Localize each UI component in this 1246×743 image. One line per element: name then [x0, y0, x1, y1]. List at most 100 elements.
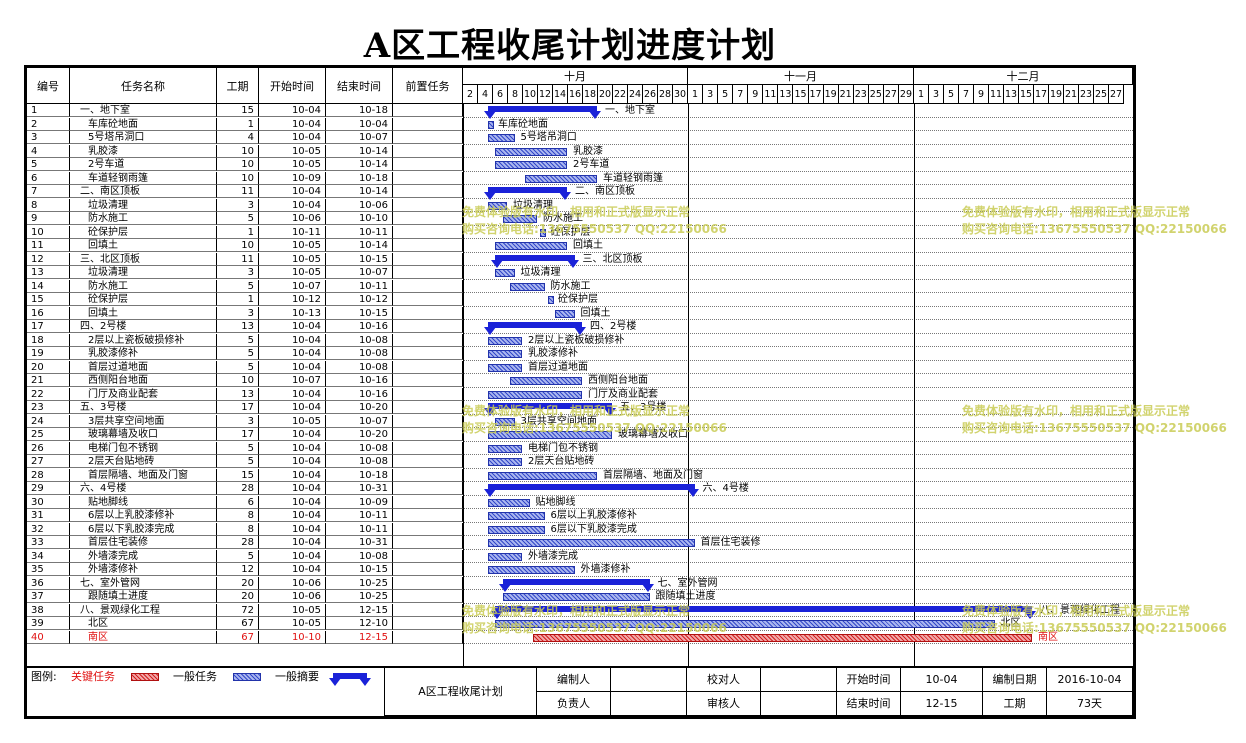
task-bar[interactable]	[502, 593, 650, 601]
table-row[interactable]: 25 玻璃幕墙及收口 17 10-04 10-20	[0, 428, 1106, 441]
cell-id[interactable]: 14	[27, 279, 70, 293]
cell-name[interactable]: 垃圾清理	[70, 198, 217, 212]
table-row[interactable]: 5 2号车道 10 10-05 10-14	[0, 158, 1106, 171]
table-row[interactable]: 7 二、南区顶板 11 10-04 10-14	[0, 185, 1106, 198]
cell-dur[interactable]: 20	[217, 590, 259, 603]
cell-start[interactable]: 10-04	[259, 401, 326, 414]
cell-dur[interactable]: 10	[217, 144, 259, 158]
cell-pred[interactable]	[393, 536, 463, 549]
table-row[interactable]: 34 外墙漆完成 5 10-04 10-08	[0, 549, 1106, 563]
cell-end[interactable]: 10-09	[326, 495, 393, 509]
table-row[interactable]: 40 南区 67 10-10 12-15	[0, 630, 1106, 644]
table-row[interactable]: 14 防水施工 5 10-07 10-11	[0, 279, 1106, 293]
cell-start[interactable]: 10-05	[259, 603, 326, 617]
cell-end[interactable]: 10-08	[326, 347, 393, 360]
cell-id[interactable]: 34	[27, 549, 70, 563]
cell-dur[interactable]: 15	[217, 104, 259, 117]
task-bar[interactable]	[487, 350, 522, 358]
cell-start[interactable]: 10-05	[259, 617, 326, 630]
cell-start[interactable]: 10-11	[259, 225, 326, 239]
cell-start[interactable]: 10-09	[259, 171, 326, 185]
cell-end[interactable]: 10-18	[326, 468, 393, 482]
cell-dur[interactable]: 15	[217, 468, 259, 482]
cell-dur[interactable]: 12	[217, 563, 259, 576]
cell-dur[interactable]: 5	[217, 347, 259, 360]
table-row[interactable]: 39 北区 67 10-05 12-10	[0, 617, 1106, 630]
cell-start[interactable]: 10-04	[259, 185, 326, 198]
cell-name[interactable]: 五、3号楼	[70, 401, 217, 414]
cell-id[interactable]: 21	[27, 374, 70, 387]
cell-pred[interactable]	[393, 171, 463, 185]
task-bar[interactable]	[487, 471, 597, 480]
critical-bar[interactable]	[532, 633, 1032, 642]
cell-id[interactable]: 26	[27, 441, 70, 455]
cell-name[interactable]: 跟随填土进度	[70, 590, 217, 603]
cell-pred[interactable]	[393, 455, 463, 468]
footer-end-value[interactable]: 12-15	[901, 692, 983, 716]
header-duration[interactable]: 工期	[217, 68, 259, 104]
cell-dur[interactable]: 17	[217, 401, 259, 414]
cell-id[interactable]: 22	[27, 387, 70, 401]
cell-start[interactable]: 10-04	[259, 522, 326, 536]
cell-name[interactable]: 电梯门包不锈钢	[70, 441, 217, 455]
cell-start[interactable]: 10-04	[259, 495, 326, 509]
cell-id[interactable]: 5	[27, 158, 70, 171]
footer-owner-value[interactable]	[611, 692, 687, 716]
cell-name[interactable]: 玻璃幕墙及收口	[70, 428, 217, 441]
cell-start[interactable]: 10-04	[259, 563, 326, 576]
cell-id[interactable]: 23	[27, 401, 70, 414]
task-bar[interactable]	[487, 431, 612, 439]
cell-dur[interactable]: 28	[217, 536, 259, 549]
cell-dur[interactable]: 67	[217, 617, 259, 630]
table-row[interactable]: 17 四、2号楼 13 10-04 10-16	[0, 320, 1106, 333]
cell-id[interactable]: 3	[27, 131, 70, 144]
cell-id[interactable]: 9	[27, 212, 70, 225]
cell-end[interactable]: 10-08	[326, 333, 393, 347]
table-row[interactable]: 10 砼保护层 1 10-11 10-11	[0, 225, 1106, 239]
cell-start[interactable]: 10-12	[259, 293, 326, 306]
cell-name[interactable]: 北区	[70, 617, 217, 630]
cell-end[interactable]: 10-16	[326, 387, 393, 401]
task-bar[interactable]	[487, 444, 522, 453]
summary-bar[interactable]	[491, 605, 1036, 619]
task-bar[interactable]	[487, 363, 522, 372]
table-row[interactable]: 33 首层住宅装修 28 10-04 10-31	[0, 536, 1106, 549]
cell-dur[interactable]: 13	[217, 387, 259, 401]
cell-end[interactable]: 10-31	[326, 482, 393, 495]
cell-id[interactable]: 19	[27, 347, 70, 360]
cell-start[interactable]: 10-04	[259, 104, 326, 117]
table-row[interactable]: 28 首层隔墙、地面及门窗 15 10-04 10-18	[0, 468, 1106, 482]
cell-name[interactable]: 首层隔墙、地面及门窗	[70, 468, 217, 482]
cell-pred[interactable]	[393, 144, 463, 158]
cell-id[interactable]: 12	[27, 252, 70, 266]
task-bar[interactable]	[502, 215, 537, 223]
table-row[interactable]: 30 贴地脚线 6 10-04 10-09	[0, 495, 1106, 509]
cell-name[interactable]: 垃圾清理	[70, 266, 217, 279]
summary-bar[interactable]	[483, 187, 571, 200]
table-row[interactable]: 21 西侧阳台地面 10 10-07 10-16	[0, 374, 1106, 387]
task-bar[interactable]	[487, 201, 507, 210]
cell-dur[interactable]: 4	[217, 131, 259, 144]
cell-end[interactable]: 10-08	[326, 441, 393, 455]
cell-start[interactable]: 10-04	[259, 333, 326, 347]
cell-start[interactable]: 10-04	[259, 360, 326, 374]
table-row[interactable]: 4 乳胶漆 10 10-05 10-14	[0, 144, 1106, 158]
cell-pred[interactable]	[393, 495, 463, 509]
footer-duration-value[interactable]: 73天	[1047, 692, 1133, 716]
cell-id[interactable]: 2	[27, 117, 70, 131]
cell-pred[interactable]	[393, 603, 463, 617]
cell-name[interactable]: 防水施工	[70, 212, 217, 225]
footer-checker-value[interactable]	[761, 668, 837, 692]
cell-end[interactable]: 10-25	[326, 576, 393, 590]
cell-end[interactable]: 10-15	[326, 563, 393, 576]
table-row[interactable]: 9 防水施工 5 10-06 10-10	[0, 212, 1106, 225]
cell-id[interactable]: 39	[27, 617, 70, 630]
cell-name[interactable]: 回填土	[70, 306, 217, 320]
table-row[interactable]: 36 七、室外管网 20 10-06 10-25	[0, 576, 1106, 590]
cell-id[interactable]: 24	[27, 414, 70, 428]
cell-start[interactable]: 10-06	[259, 576, 326, 590]
cell-name[interactable]: 首层住宅装修	[70, 536, 217, 549]
cell-pred[interactable]	[393, 576, 463, 590]
summary-bar[interactable]	[483, 403, 616, 416]
cell-start[interactable]: 10-05	[259, 144, 326, 158]
